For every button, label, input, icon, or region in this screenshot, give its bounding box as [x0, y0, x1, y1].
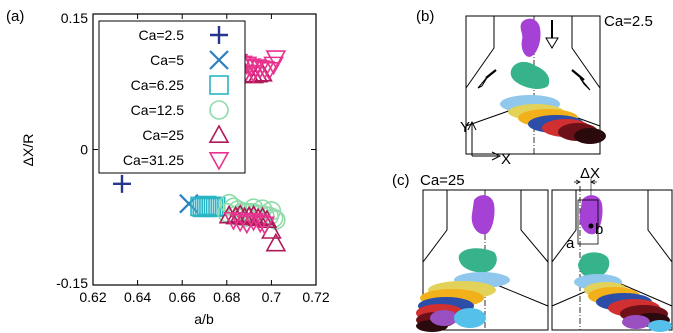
panel-c-right-frame — [551, 189, 673, 331]
arrow-head-icon — [579, 77, 591, 91]
x-direction-label: X — [501, 151, 511, 168]
legend-box — [98, 20, 246, 174]
legend-entry-label: Ca=2.5 — [138, 27, 184, 43]
panel-c-left-frame — [422, 189, 549, 331]
legend-marker — [208, 124, 230, 143]
data-point — [263, 56, 284, 76]
axis-b-label: b — [595, 221, 603, 238]
x-tick-label: 0.64 — [124, 289, 151, 305]
panel-b-frame — [465, 15, 601, 155]
droplet — [648, 320, 672, 332]
data-point — [265, 232, 287, 252]
data-point — [112, 174, 131, 193]
legend-marker — [208, 152, 230, 171]
data-point — [249, 60, 271, 79]
legend-marker — [209, 100, 229, 120]
droplet — [510, 61, 550, 89]
axis-ticks: 0.62 0.64 0.66 0.68 0.7 0.72 0.15 0 -0.15 — [56, 10, 330, 305]
legend: Ca=2.5 Ca=5 Ca=6.25 Ca=12.5 Ca=25 Ca=31.25 — [123, 26, 230, 171]
droplet — [454, 308, 486, 328]
panel-c-right: ΔX a b — [551, 165, 673, 332]
y-direction-arrow — [467, 120, 477, 156]
x-tick-label: 0.72 — [302, 289, 329, 305]
legend-entry-label: Ca=12.5 — [131, 102, 185, 118]
panel-b: (b) Ca=2.5 Y X — [416, 8, 653, 168]
legend-entry-label: Ca=31.25 — [123, 152, 184, 168]
data-point — [243, 64, 264, 84]
x-tick-label: 0.62 — [79, 289, 106, 305]
legend-entry-label: Ca=25 — [142, 127, 184, 143]
data-point — [229, 213, 251, 233]
data-point — [249, 214, 271, 234]
legend-entry-label: Ca=5 — [150, 52, 184, 68]
data-point — [265, 50, 287, 69]
legend-marker — [209, 75, 229, 95]
droplet — [622, 315, 650, 329]
bounding-box — [577, 199, 599, 245]
data-point — [258, 62, 280, 81]
panel-b-ca-label: Ca=2.5 — [604, 13, 653, 30]
panel-c-ca-label: Ca=25 — [420, 172, 465, 189]
x-direction-arrow — [472, 151, 502, 161]
data-markers — [112, 50, 287, 252]
data-point — [203, 197, 224, 218]
centroid-dot — [588, 223, 594, 229]
droplet — [520, 18, 541, 57]
delta-x-label: ΔX — [580, 165, 600, 182]
x-tick-label: 0.7 — [262, 289, 282, 305]
flow-arrow-right — [571, 69, 585, 81]
y-tick-label: 0 — [80, 142, 88, 158]
droplet — [458, 248, 497, 273]
y-direction-label: Y — [460, 119, 470, 136]
panel-c-label: (c) — [392, 172, 410, 189]
channel-wall — [551, 190, 673, 263]
channel-wall — [465, 16, 601, 89]
data-point — [254, 216, 276, 236]
legend-marker — [210, 26, 228, 44]
arrow-head-icon — [545, 37, 559, 49]
data-point — [223, 211, 244, 231]
arrow-head-icon — [477, 75, 489, 89]
axis-a-label: a — [566, 235, 575, 252]
panel-c-left: (c) Ca=25 — [392, 172, 549, 332]
x-tick-label: 0.66 — [169, 289, 196, 305]
legend-marker — [209, 50, 229, 70]
droplet — [574, 128, 606, 144]
x-tick-label: 0.68 — [213, 289, 240, 305]
droplet — [471, 195, 495, 235]
y-tick-label: -0.15 — [56, 275, 88, 291]
data-point — [240, 58, 262, 78]
panel-a-label: (a) — [6, 8, 24, 25]
y-axis-label: ΔX/R — [20, 134, 36, 167]
y-tick-label: 0.15 — [61, 10, 88, 26]
arrow-head-icon — [575, 179, 596, 185]
droplet — [578, 252, 610, 279]
legend-entry-label: Ca=6.25 — [131, 77, 185, 93]
channel-wall — [422, 190, 549, 263]
data-point — [256, 209, 278, 228]
panel-b-label: (b) — [416, 8, 434, 25]
x-axis-label: a/b — [194, 311, 214, 327]
droplet — [430, 310, 458, 326]
droplet — [579, 195, 603, 235]
data-point — [252, 206, 273, 226]
